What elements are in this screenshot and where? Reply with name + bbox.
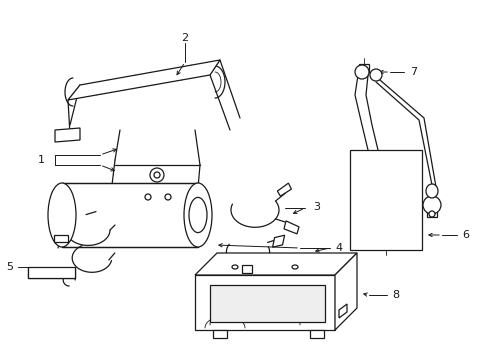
Ellipse shape — [183, 183, 212, 247]
Polygon shape — [284, 221, 298, 234]
Ellipse shape — [428, 211, 434, 217]
Text: 1: 1 — [38, 155, 45, 165]
Bar — [62, 183, 198, 247]
Polygon shape — [195, 253, 356, 275]
Polygon shape — [209, 285, 325, 322]
Polygon shape — [195, 275, 334, 330]
Ellipse shape — [291, 265, 297, 269]
Ellipse shape — [189, 197, 206, 233]
Polygon shape — [54, 235, 68, 242]
Ellipse shape — [145, 194, 151, 200]
Ellipse shape — [48, 183, 76, 247]
Bar — [426, 211, 436, 217]
Ellipse shape — [354, 65, 368, 79]
Polygon shape — [242, 265, 251, 273]
Polygon shape — [213, 330, 226, 338]
Ellipse shape — [425, 184, 437, 198]
Ellipse shape — [154, 172, 160, 178]
Text: 8: 8 — [391, 290, 398, 300]
Text: 7: 7 — [409, 67, 416, 77]
Polygon shape — [277, 183, 291, 196]
Ellipse shape — [422, 196, 440, 214]
Text: 4: 4 — [334, 243, 342, 253]
Polygon shape — [334, 253, 356, 330]
Text: 3: 3 — [312, 202, 319, 212]
Ellipse shape — [231, 265, 238, 269]
Text: 2: 2 — [181, 33, 188, 43]
Ellipse shape — [164, 194, 171, 200]
Polygon shape — [68, 60, 220, 100]
Polygon shape — [338, 304, 346, 318]
Polygon shape — [309, 330, 324, 338]
Polygon shape — [272, 235, 284, 247]
Text: 5: 5 — [6, 262, 13, 272]
Bar — [358, 64, 368, 72]
Ellipse shape — [369, 69, 381, 81]
Bar — [349, 150, 421, 250]
Polygon shape — [28, 267, 75, 278]
Text: 6: 6 — [461, 230, 468, 240]
Polygon shape — [55, 128, 80, 142]
Ellipse shape — [150, 168, 163, 182]
